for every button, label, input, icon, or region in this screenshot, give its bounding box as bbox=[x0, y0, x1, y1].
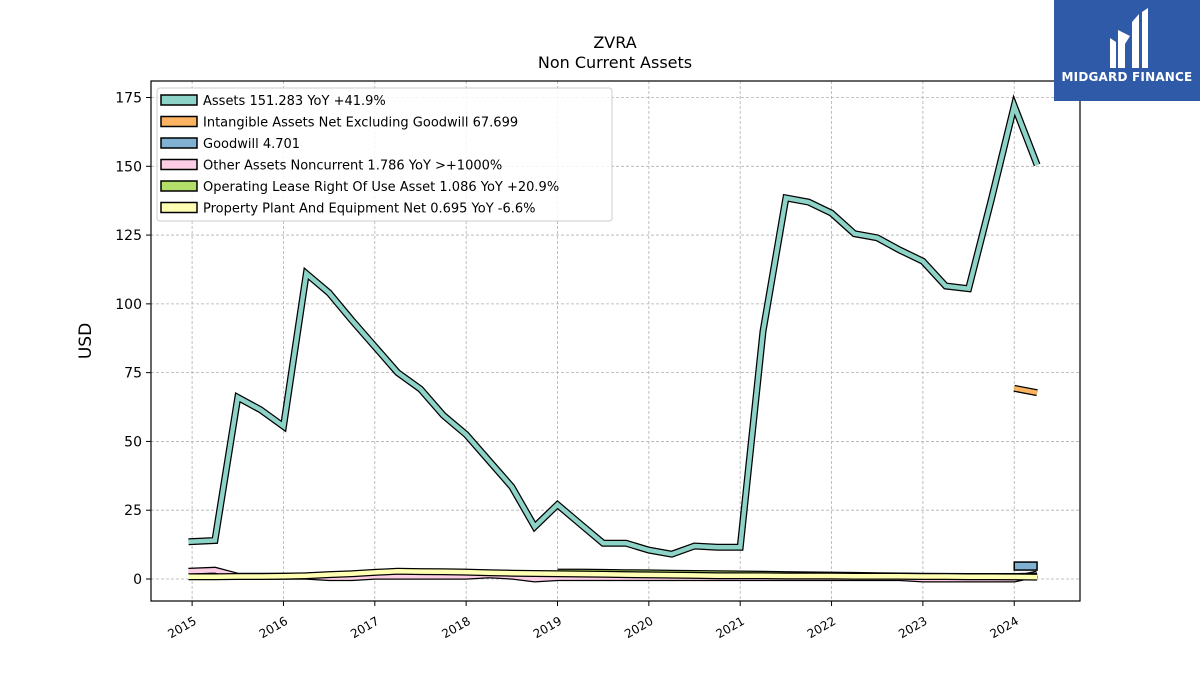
legend-swatch bbox=[160, 201, 198, 214]
legend-label: Other Assets Noncurrent 1.786 YoY >+1000… bbox=[203, 159, 502, 174]
chart-title: ZVRA bbox=[593, 33, 636, 52]
midgard-m-logo-icon bbox=[1110, 8, 1148, 68]
plot-frame bbox=[150, 80, 1081, 602]
x-tick-label: 2017 bbox=[348, 614, 381, 641]
y-tick-label: 150 bbox=[115, 159, 142, 175]
legend-label: Property Plant And Equipment Net 0.695 Y… bbox=[203, 202, 536, 217]
legend-swatch bbox=[160, 115, 198, 128]
series-line bbox=[1013, 386, 1038, 395]
legend: Assets 151.283 YoY +41.9% Intangible Asse… bbox=[156, 87, 613, 222]
x-tick-label: 2023 bbox=[896, 614, 929, 641]
y-tick-label: 50 bbox=[124, 434, 142, 450]
legend-swatch bbox=[160, 158, 198, 171]
y-axis-label: USD bbox=[76, 323, 96, 359]
legend-label: Operating Lease Right Of Use Asset 1.086… bbox=[203, 180, 559, 195]
x-tick-label: 2020 bbox=[622, 614, 655, 641]
series-line bbox=[188, 569, 1038, 580]
series-line bbox=[188, 98, 1040, 557]
brand-name: MIDGARD FINANCE bbox=[1061, 70, 1193, 84]
legend-label: Assets 151.283 YoY +41.9% bbox=[203, 94, 386, 109]
x-tick-label: 2019 bbox=[531, 614, 564, 641]
y-tick-label: 25 bbox=[124, 503, 142, 519]
legend-swatch bbox=[160, 94, 198, 106]
legend-swatch bbox=[160, 137, 198, 149]
chart-subtitle: Non Current Assets bbox=[538, 53, 692, 72]
series-layer bbox=[188, 94, 1041, 583]
legend-label: Intangible Assets Net Excluding Goodwill… bbox=[203, 116, 518, 131]
y-tick-label: 0 bbox=[133, 572, 142, 588]
x-tick-label: 2024 bbox=[988, 614, 1021, 641]
y-tick-label: 125 bbox=[115, 228, 142, 244]
y-tick-label: 175 bbox=[115, 91, 142, 107]
x-tick-label: 2016 bbox=[257, 614, 290, 641]
legend-label: Goodwill 4.701 bbox=[203, 137, 300, 152]
series-band bbox=[1013, 561, 1038, 571]
y-tick-label: 75 bbox=[124, 366, 142, 382]
legend-swatch bbox=[160, 180, 198, 192]
midgard-logo: MIDGARD FINANCE bbox=[1054, 0, 1200, 101]
x-tick-label: 2018 bbox=[439, 614, 472, 641]
x-tick-label: 2021 bbox=[713, 614, 746, 641]
legend-box bbox=[156, 87, 613, 222]
y-tick-label: 100 bbox=[115, 297, 142, 313]
x-tick-label: 2015 bbox=[165, 614, 198, 641]
x-tick-label: 2022 bbox=[805, 614, 838, 641]
